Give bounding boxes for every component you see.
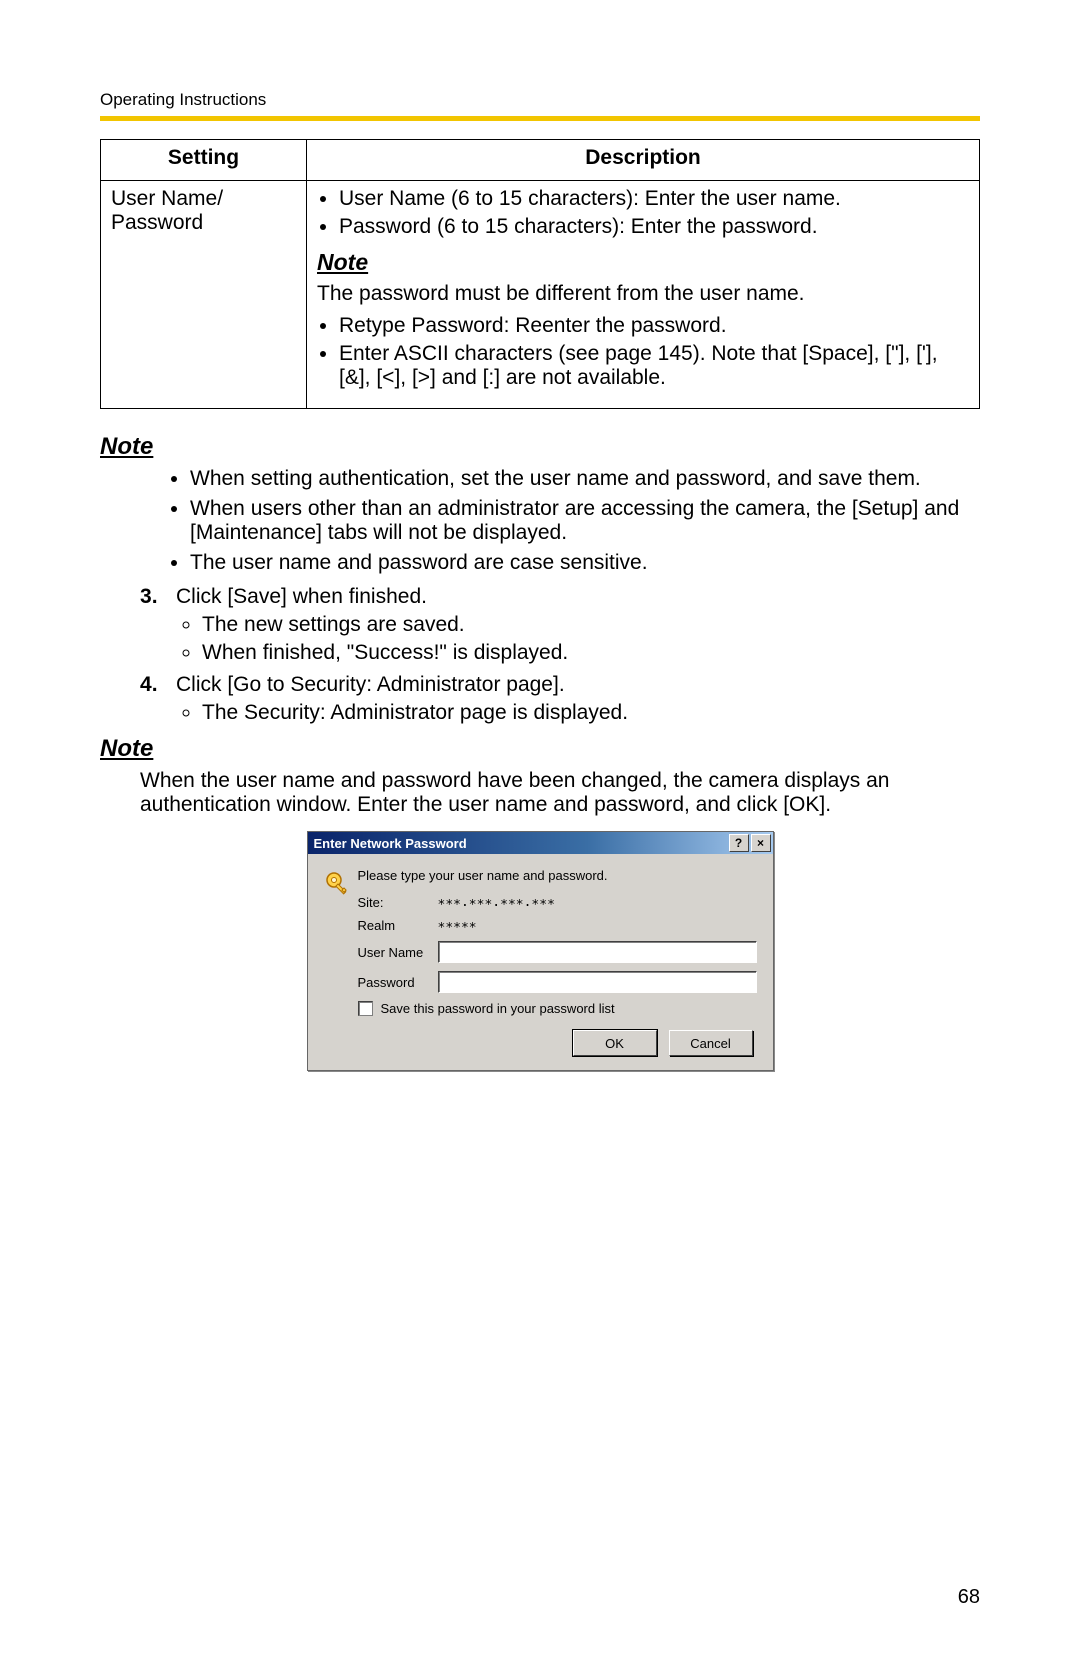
- list-item: When users other than an administrator a…: [190, 497, 980, 545]
- cell-bullets-bottom: Retype Password: Reenter the password. E…: [317, 314, 969, 390]
- cancel-button[interactable]: Cancel: [669, 1030, 753, 1056]
- header-rule: [100, 116, 980, 121]
- list-item: The new settings are saved.: [202, 613, 980, 637]
- step-item: Click [Go to Security: Administrator pag…: [140, 673, 980, 725]
- list-item: Retype Password: Reenter the password.: [339, 314, 969, 338]
- step-text: Click [Save] when finished.: [176, 585, 427, 608]
- help-button[interactable]: ?: [729, 834, 749, 852]
- site-label: Site:: [358, 895, 438, 910]
- step-list: Click [Save] when finished. The new sett…: [100, 585, 980, 725]
- table-header-setting: Setting: [101, 140, 307, 181]
- list-item: The user name and password are case sens…: [190, 551, 980, 575]
- cell-note-body: The password must be different from the …: [317, 282, 969, 306]
- realm-label: Realm: [358, 918, 438, 933]
- list-item: Enter ASCII characters (see page 145). N…: [339, 342, 969, 390]
- dialog-title: Enter Network Password: [314, 836, 467, 851]
- username-input[interactable]: [438, 941, 757, 963]
- dialog-titlebar: Enter Network Password ? ×: [308, 832, 773, 854]
- dialog-wrap: Enter Network Password ? ×: [100, 831, 980, 1071]
- note-list: When setting authentication, set the use…: [100, 467, 980, 575]
- cell-setting: User Name/ Password: [101, 181, 307, 409]
- auth-dialog: Enter Network Password ? ×: [307, 831, 774, 1071]
- list-item: When setting authentication, set the use…: [190, 467, 980, 491]
- note-heading: Note: [100, 735, 980, 763]
- settings-table: Setting Description User Name/ Password …: [100, 139, 980, 409]
- list-item: The Security: Administrator page is disp…: [202, 701, 980, 725]
- site-value: ∗∗∗.∗∗∗.∗∗∗.∗∗∗: [438, 895, 555, 910]
- ok-button[interactable]: OK: [573, 1030, 657, 1056]
- step-text: Click [Go to Security: Administrator pag…: [176, 673, 565, 696]
- save-password-label: Save this password in your password list: [381, 1001, 615, 1016]
- header-label: Operating Instructions: [100, 90, 980, 110]
- save-password-checkbox[interactable]: [358, 1001, 373, 1016]
- key-icon: [324, 868, 358, 900]
- cell-bullets-top: User Name (6 to 15 characters): Enter th…: [317, 187, 969, 239]
- realm-value: ∗∗∗∗∗: [438, 918, 477, 933]
- document-page: Operating Instructions Setting Descripti…: [0, 0, 1080, 1669]
- cell-note-heading: Note: [317, 249, 969, 276]
- close-button[interactable]: ×: [751, 834, 771, 852]
- table-row: User Name/ Password User Name (6 to 15 c…: [101, 181, 980, 409]
- list-item: User Name (6 to 15 characters): Enter th…: [339, 187, 969, 211]
- note-heading: Note: [100, 433, 980, 461]
- dialog-prompt: Please type your user name and password.: [358, 868, 757, 883]
- cell-description: User Name (6 to 15 characters): Enter th…: [307, 181, 980, 409]
- list-item: Password (6 to 15 characters): Enter the…: [339, 215, 969, 239]
- password-label: Password: [358, 975, 438, 990]
- list-item: When finished, "Success!" is displayed.: [202, 641, 980, 665]
- step-item: Click [Save] when finished. The new sett…: [140, 585, 980, 665]
- note-paragraph: When the user name and password have bee…: [140, 769, 980, 817]
- table-header-description: Description: [307, 140, 980, 181]
- password-input[interactable]: [438, 971, 757, 993]
- page-number: 68: [958, 1586, 980, 1609]
- username-label: User Name: [358, 945, 438, 960]
- dialog-body: Please type your user name and password.…: [308, 854, 773, 1070]
